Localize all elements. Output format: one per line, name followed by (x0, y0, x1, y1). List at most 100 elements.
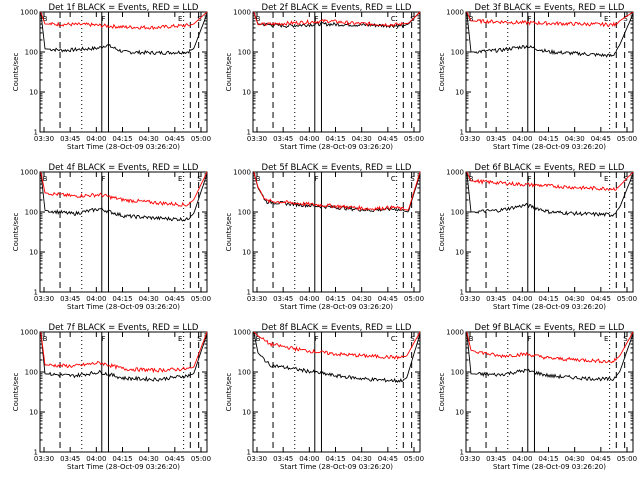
plot-frame (465, 331, 634, 453)
x-tick-label: 04:45 (165, 455, 185, 463)
panel-title: Det 5f BLACK = Events, RED = LLD (262, 163, 412, 173)
detector-panel-7: Det 7f BLACK = Events, RED = LLD 1 10 100 10… (12, 323, 211, 471)
x-tick-label: 03:30 (460, 455, 480, 463)
x-tick-label: 04:30 (352, 135, 372, 143)
series-events-line (466, 11, 634, 58)
series-events-line (466, 331, 634, 382)
series-events-line (40, 171, 208, 222)
detector-panel-2: Det 2f BLACK = Events, RED = LLD 1 10 100 10… (225, 3, 424, 151)
series-lld-line (253, 331, 421, 360)
time-marker-label: E (604, 175, 608, 183)
time-marker-label: B (256, 335, 261, 343)
time-marker-label: B (256, 15, 261, 23)
x-tick-label: 03:45 (273, 295, 293, 303)
y-axis-label: Counts/sec (12, 213, 20, 252)
time-marker-label: E (604, 15, 608, 23)
y-tick-label: 10 (242, 249, 251, 257)
x-tick-label: 03:30 (247, 135, 267, 143)
y-tick-label: 1 (460, 129, 464, 137)
x-tick-label: 05:00 (404, 455, 424, 463)
x-tick-label: 05:00 (617, 135, 637, 143)
time-marker-label: F (314, 15, 318, 23)
y-tick-label: 1 (247, 449, 251, 457)
x-tick-label: 04:15 (112, 135, 132, 143)
time-marker-label: S (410, 335, 415, 343)
x-tick-label: 03:45 (60, 295, 80, 303)
x-tick-label: 03:45 (60, 455, 80, 463)
x-tick-label: 04:30 (139, 455, 159, 463)
x-axis-label: Start Time (28-Oct-09 03:26:20) (493, 303, 606, 311)
plot-frame (252, 11, 421, 133)
y-axis-label: Counts/sec (225, 53, 233, 92)
time-marker-label: F (527, 175, 531, 183)
series-events-line (40, 331, 208, 382)
x-tick-label: 05:00 (404, 135, 424, 143)
y-axis-label: Counts/sec (438, 53, 446, 92)
y-tick-label: 100 (451, 369, 464, 377)
x-tick-label: 04:30 (565, 135, 585, 143)
time-marker-label: F (527, 335, 531, 343)
x-tick-label: 03:30 (460, 295, 480, 303)
detector-panel-4: Det 4f BLACK = Events, RED = LLD 1 10 100 10… (12, 163, 211, 311)
x-tick-label: 04:00 (299, 295, 319, 303)
x-tick-label: 03:30 (34, 135, 54, 143)
x-tick-label: 03:30 (247, 295, 267, 303)
x-tick-label: 04:00 (512, 295, 532, 303)
series-lld-line (466, 171, 634, 191)
series-lld-line (253, 171, 421, 212)
series-events-line (466, 171, 634, 217)
series-lld-line (466, 331, 634, 364)
x-tick-label: 04:00 (299, 135, 319, 143)
x-tick-label: 04:00 (86, 295, 106, 303)
y-tick-label: 100 (25, 209, 38, 217)
plot-frame (39, 331, 208, 453)
time-marker-label: B (43, 175, 48, 183)
y-tick-label: 10 (29, 249, 38, 257)
y-tick-label: 1 (460, 449, 464, 457)
x-axis-label: Start Time (28-Oct-09 03:26:20) (280, 463, 393, 471)
time-marker-label: F (314, 335, 318, 343)
y-tick-label: 1000 (446, 169, 464, 177)
x-tick-label: 05:00 (617, 455, 637, 463)
y-axis-label: Counts/sec (438, 373, 446, 412)
y-tick-label: 1 (34, 289, 38, 297)
y-tick-label: 100 (25, 369, 38, 377)
x-axis-label: Start Time (28-Oct-09 03:26:20) (67, 303, 180, 311)
detector-panel-6: Det 6f BLACK = Events, RED = LLD 1 10 100 10… (438, 163, 637, 311)
y-axis-label: Counts/sec (225, 213, 233, 252)
y-tick-label: 1000 (446, 329, 464, 337)
y-tick-label: 10 (455, 409, 464, 417)
x-tick-label: 04:15 (538, 295, 558, 303)
x-tick-label: 04:30 (565, 295, 585, 303)
y-tick-label: 100 (238, 209, 251, 217)
series-lld-line (40, 11, 208, 31)
time-marker-label: F (314, 175, 318, 183)
x-tick-label: 03:45 (486, 455, 506, 463)
time-marker-label: F (527, 15, 531, 23)
plot-frame (252, 331, 421, 453)
y-tick-label: 10 (242, 89, 251, 97)
x-tick-label: 04:15 (325, 455, 345, 463)
x-tick-label: 04:30 (352, 455, 372, 463)
plot-frame (252, 171, 421, 293)
time-marker-label: S (623, 335, 628, 343)
y-tick-label: 10 (242, 409, 251, 417)
y-tick-label: 1000 (446, 9, 464, 17)
x-tick-label: 03:45 (273, 455, 293, 463)
x-tick-label: 04:15 (538, 455, 558, 463)
time-marker-label: F (101, 335, 105, 343)
y-axis-label: Counts/sec (225, 373, 233, 412)
y-tick-label: 10 (29, 89, 38, 97)
y-tick-label: 100 (238, 49, 251, 57)
panel-title: Det 8f BLACK = Events, RED = LLD (262, 323, 412, 333)
x-tick-label: 05:00 (191, 135, 211, 143)
x-tick-label: 03:30 (34, 455, 54, 463)
x-axis-label: Start Time (28-Oct-09 03:26:20) (280, 303, 393, 311)
x-tick-label: 04:45 (378, 295, 398, 303)
plot-frame (39, 11, 208, 133)
y-tick-label: 1 (34, 129, 38, 137)
panel-title: Det 1f BLACK = Events, RED = LLD (49, 3, 199, 13)
plot-frame (465, 171, 634, 293)
